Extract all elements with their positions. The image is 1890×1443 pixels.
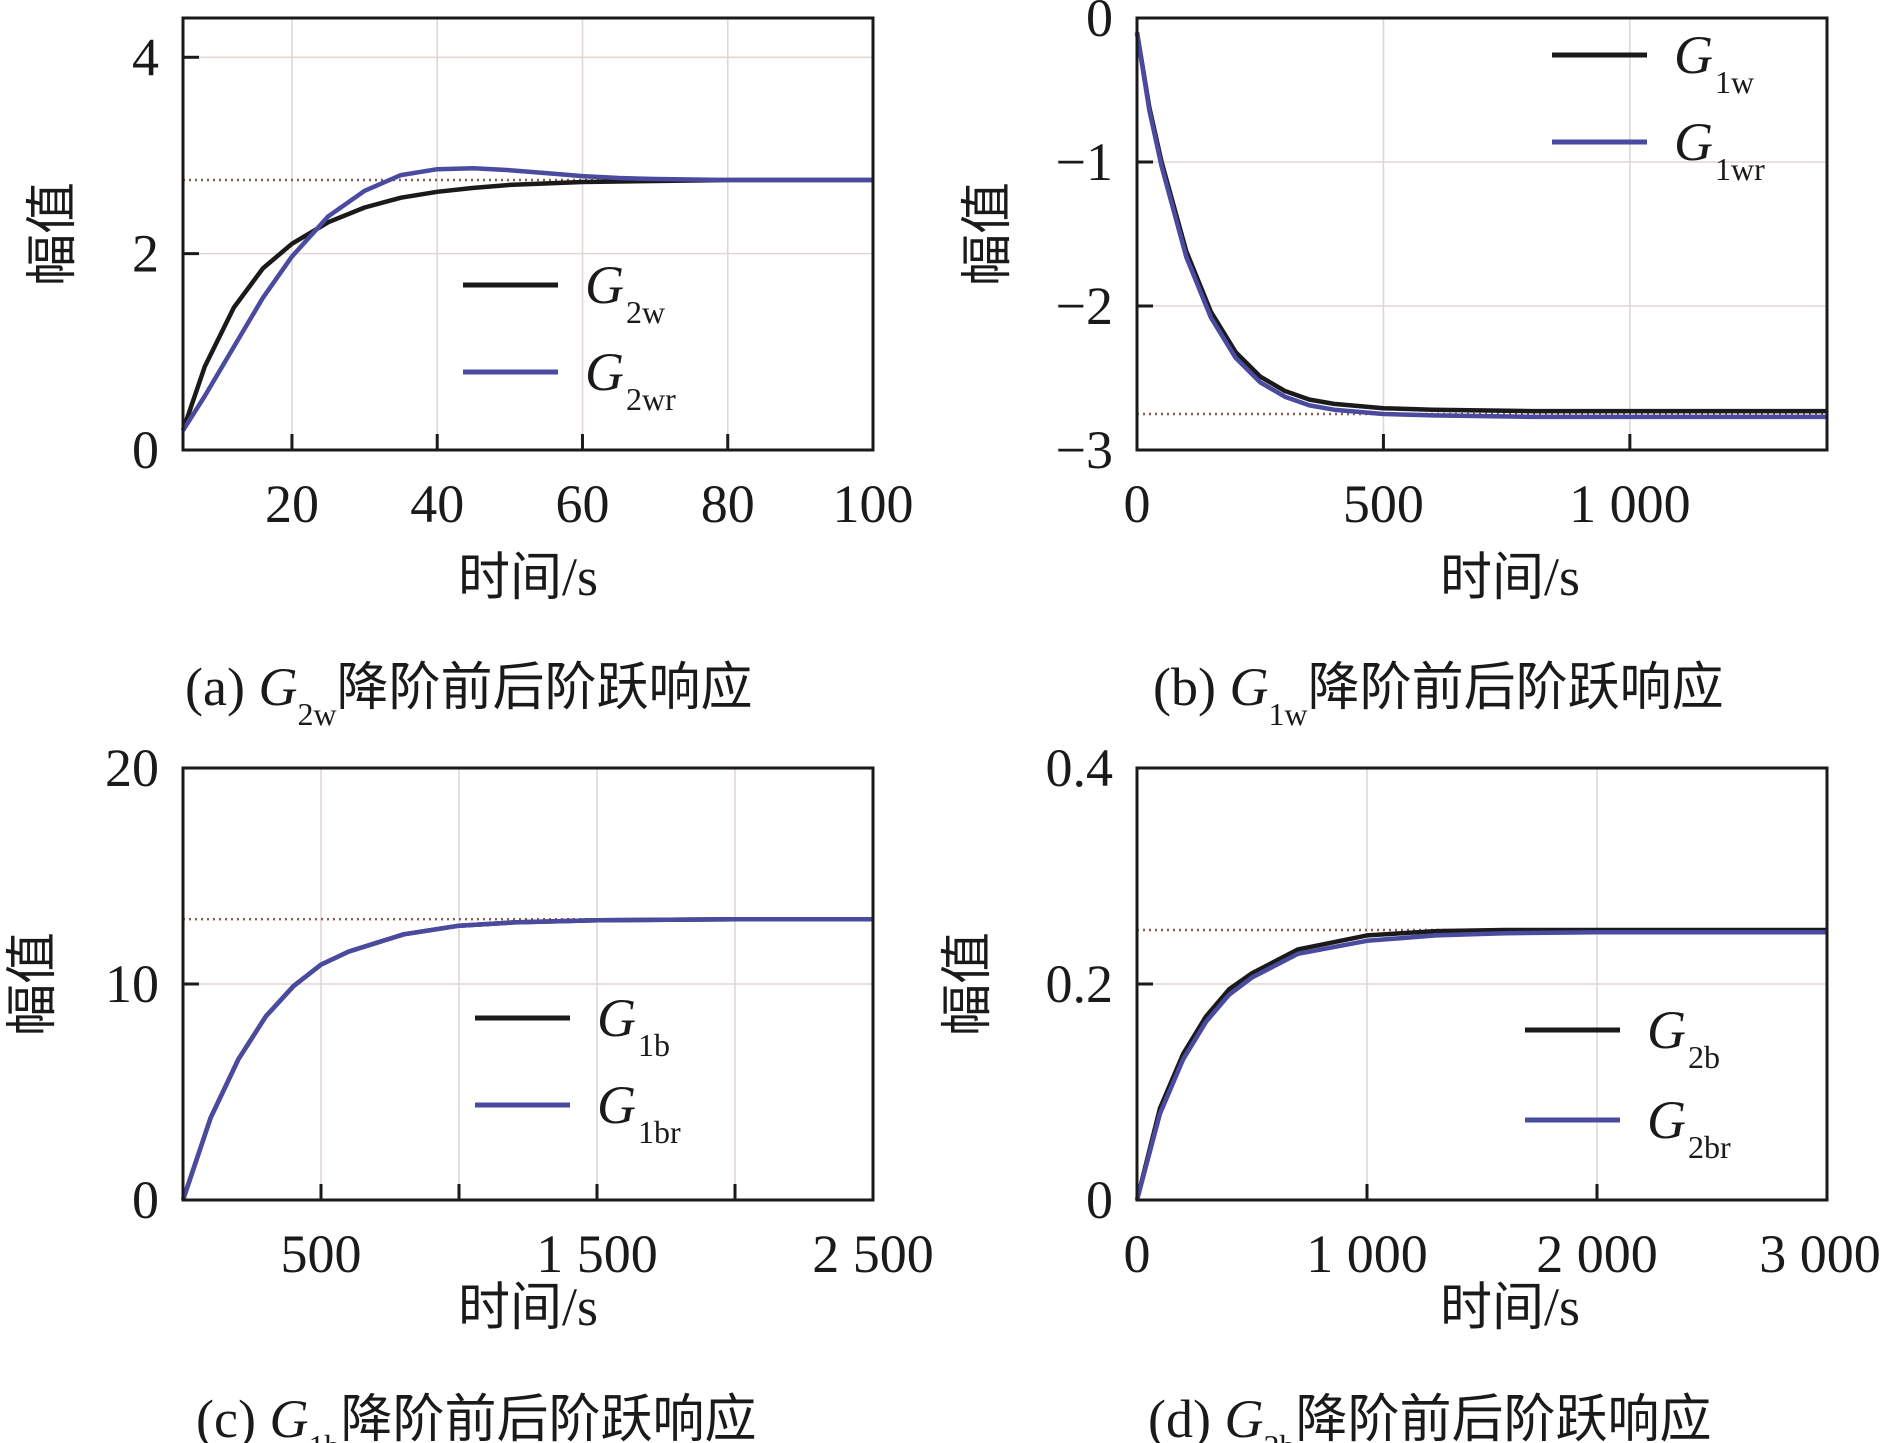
panel-c: 500 1 500 2 500 0 10 20 时间/s 幅值 G1b G1br (c) G1b降阶… <box>3 738 934 1443</box>
y-tick-label: 0 <box>1086 0 1113 48</box>
x-axis-label: 时间/s <box>1440 1277 1580 1338</box>
y-tick-label: −2 <box>1056 276 1113 336</box>
y-axis-label: 幅值 <box>958 182 1018 286</box>
y-tick-label: 0 <box>132 1170 159 1230</box>
y-tick-label: −1 <box>1056 132 1113 192</box>
x-tick-label: 0 <box>1124 474 1151 534</box>
y-tick-label: 10 <box>105 954 159 1014</box>
series-line-1wr <box>1134 32 1827 420</box>
y-tick-label: 20 <box>105 738 159 798</box>
x-tick-label: 0 <box>1124 1224 1151 1284</box>
panel-b: 0 500 1 000 0 −1 −2 −3 时间/s 幅值 G1w G1wr (b) G1w降阶前后… <box>958 0 1829 732</box>
panel-a: 20 40 60 80 100 0 2 4 时间/s 幅值 G2w G2wr (a) G2w降阶前后阶跃… <box>23 16 914 732</box>
legend-label-1br: G1br <box>597 1075 681 1150</box>
x-tick-label: 3 000 <box>1759 1224 1881 1284</box>
series-line-2br <box>1134 929 1827 1201</box>
axes-frame <box>1135 16 1829 452</box>
y-tick-label: 0 <box>1086 1170 1113 1230</box>
panel-caption: (d) G2b降阶前后阶跃响应 <box>1148 1389 1711 1443</box>
legend-label-1wr: G1wr <box>1674 112 1765 187</box>
series-line-2w <box>180 177 873 432</box>
series-line-1b <box>180 916 873 1201</box>
panel-caption: (b) G1w降阶前后阶跃响应 <box>1153 657 1724 732</box>
axes-frame <box>181 16 875 452</box>
panel-caption: (c) G1b降阶前后阶跃响应 <box>196 1389 756 1443</box>
x-tick-label: 100 <box>833 474 914 534</box>
y-tick-label: 2 <box>132 224 159 284</box>
x-tick-label: 500 <box>1343 474 1424 534</box>
x-tick-label: 500 <box>281 1224 362 1284</box>
y-tick-label: 0.4 <box>1046 738 1114 798</box>
legend-label-2b: G2b <box>1647 1000 1720 1075</box>
legend: G2w G2wr <box>463 255 676 417</box>
x-tick-label: 2 500 <box>812 1224 934 1284</box>
x-tick-label: 2 000 <box>1536 1224 1658 1284</box>
legend-label-1w: G1w <box>1674 25 1754 100</box>
y-tick-label: 0 <box>132 420 159 480</box>
y-tick-label: −3 <box>1056 420 1113 480</box>
series-line-2wr <box>181 165 873 432</box>
x-tick-label: 40 <box>410 474 464 534</box>
x-tick-label: 1 000 <box>1569 474 1691 534</box>
y-tick-label: 0.2 <box>1046 954 1114 1014</box>
legend: G1w G1wr <box>1552 25 1765 187</box>
x-axis-label: 时间/s <box>458 547 598 608</box>
legend: G1b G1br <box>475 988 681 1150</box>
x-tick-label: 60 <box>555 474 609 534</box>
x-axis-label: 时间/s <box>1440 547 1580 608</box>
x-axis-label: 时间/s <box>458 1277 598 1338</box>
legend-label-2w: G2w <box>585 255 665 330</box>
x-tick-label: 80 <box>701 474 755 534</box>
panel-d: 0 1 000 2 000 3 000 0 0.2 0.4 时间/s 幅值 G2b G2br (d) … <box>938 738 1881 1443</box>
y-axis-label: 幅值 <box>938 932 998 1036</box>
legend-label-2wr: G2wr <box>585 342 676 417</box>
legend-label-1b: G1b <box>597 988 670 1063</box>
x-tick-label: 20 <box>265 474 319 534</box>
y-axis-label: 幅值 <box>3 932 63 1036</box>
legend: G2b G2br <box>1525 1000 1731 1165</box>
panel-caption: (a) G2w降阶前后阶跃响应 <box>185 657 753 732</box>
y-axis-label: 幅值 <box>23 182 83 286</box>
y-tick-label: 4 <box>132 27 159 87</box>
x-tick-label: 1 000 <box>1306 1224 1428 1284</box>
series-line-1br <box>180 916 873 1201</box>
legend-label-2br: G2br <box>1647 1090 1731 1165</box>
x-tick-label: 1 500 <box>536 1224 658 1284</box>
